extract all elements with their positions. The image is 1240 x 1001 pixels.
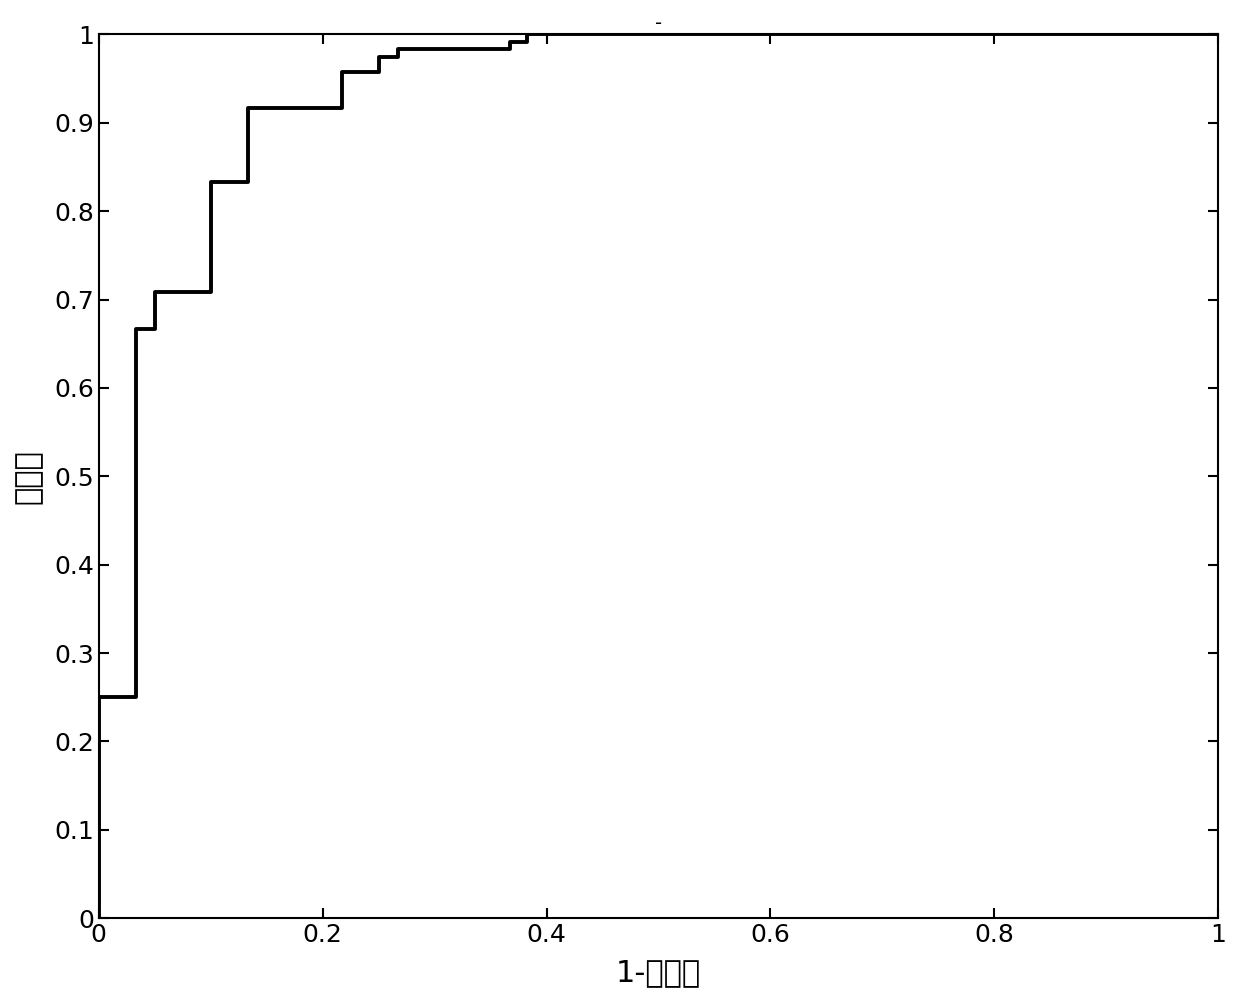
X-axis label: 1-特异性: 1-特异性	[616, 958, 701, 987]
Title: -: -	[655, 14, 662, 33]
Y-axis label: 灵敏度: 灵敏度	[14, 448, 43, 504]
